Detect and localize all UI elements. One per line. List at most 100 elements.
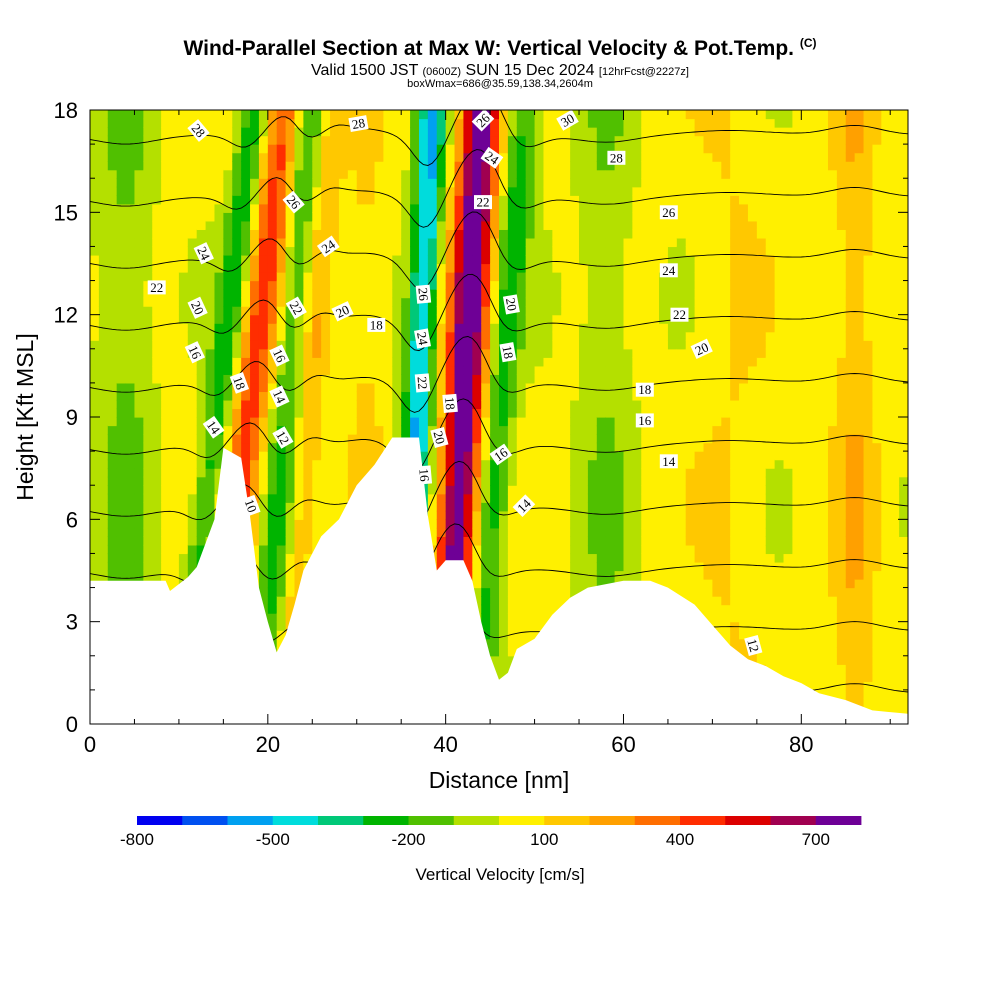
heat-cell: [294, 365, 304, 375]
heat-cell: [241, 417, 251, 427]
heat-cell: [178, 510, 189, 520]
heat-cell: [383, 391, 393, 401]
heat-cell: [481, 544, 491, 555]
heat-cell: [436, 195, 447, 205]
heat-cell: [303, 348, 313, 358]
heat-cell: [98, 485, 109, 495]
heat-cell: [632, 510, 642, 520]
heat-cell: [579, 391, 589, 401]
heat-cell: [143, 203, 153, 213]
heat-cell: [223, 118, 233, 128]
heat-cell: [347, 186, 358, 196]
heat-cell: [116, 169, 127, 179]
heat-cell: [543, 357, 553, 367]
heat-cell: [614, 399, 625, 410]
heat-cell: [596, 280, 607, 290]
heat-cell: [116, 399, 127, 410]
heat-cell: [365, 451, 376, 461]
heat-cell: [330, 417, 340, 427]
heat-cell: [98, 570, 109, 580]
heat-cell: [694, 135, 705, 145]
heat-cell: [143, 135, 153, 145]
heat-cell: [223, 220, 233, 230]
heat-cell: [178, 135, 189, 145]
heat-cell: [436, 544, 447, 555]
heat-cell: [365, 263, 376, 273]
heat-cell: [187, 263, 198, 273]
heat-cell: [472, 374, 482, 384]
heat-cell: [383, 306, 393, 316]
heat-cell: [285, 212, 296, 222]
heat-cell: [596, 144, 607, 154]
heat-cell: [614, 229, 625, 239]
heat-cell: [623, 237, 633, 248]
heat-cell: [596, 425, 607, 435]
heat-cell: [276, 195, 287, 205]
heat-cell: [472, 417, 482, 427]
heat-cell: [98, 272, 109, 282]
heat-cell: [365, 382, 376, 393]
heat-cell: [499, 527, 509, 537]
heat-cell: [205, 118, 216, 128]
heat-cell: [152, 382, 162, 393]
heat-cell: [641, 323, 651, 333]
heat-cell: [623, 220, 633, 230]
heat-cell: [543, 254, 553, 265]
heat-cell: [632, 340, 642, 350]
heat-cell: [312, 425, 322, 435]
heat-cell: [499, 570, 509, 580]
heat-cell: [232, 331, 242, 341]
heat-cell: [250, 289, 260, 299]
heat-cell: [143, 408, 153, 418]
heat-cell: [134, 561, 144, 572]
heat-cell: [90, 127, 100, 137]
heat-cell: [472, 561, 482, 572]
heat-cell: [356, 442, 367, 452]
heat-cell: [552, 246, 562, 256]
heat-cell: [490, 169, 500, 179]
heat-cell: [107, 476, 118, 486]
heat-cell: [641, 178, 651, 188]
heat-cell: [143, 374, 153, 384]
heat-cell: [205, 399, 216, 410]
heat-cell: [134, 536, 144, 546]
heat-cell: [463, 519, 473, 529]
heat-cell: [561, 502, 571, 512]
heat-cell: [214, 152, 224, 162]
heat-cell: [659, 365, 669, 375]
heat-cell: [134, 118, 144, 128]
heat-cell: [196, 161, 207, 171]
heat-cell: [614, 357, 625, 367]
heat-cell: [552, 203, 562, 213]
heat-cell: [516, 451, 527, 461]
heat-cell: [667, 434, 678, 444]
heat-cell: [134, 434, 144, 444]
heat-cell: [116, 254, 127, 265]
heat-cell: [116, 527, 127, 537]
heat-cell: [107, 468, 118, 478]
heat-cell: [632, 195, 642, 205]
heat-cell: [250, 280, 260, 290]
heat-cell: [312, 212, 322, 222]
heat-cell: [552, 314, 562, 324]
heat-cell: [241, 459, 251, 469]
heat-cell: [445, 510, 456, 520]
heat-cell: [436, 203, 447, 213]
heat-cell: [472, 425, 482, 435]
heat-cell: [90, 527, 100, 537]
heat-cell: [294, 561, 304, 572]
heat-cell: [463, 340, 473, 350]
heat-cell: [445, 468, 456, 478]
heat-cell: [187, 254, 198, 265]
heat-cell: [90, 186, 100, 196]
heat-cell: [285, 144, 296, 154]
heat-cell: [445, 365, 456, 375]
heat-cell: [338, 110, 349, 120]
heat-cell: [454, 118, 465, 128]
heat-cell: [134, 399, 144, 410]
heat-cell: [614, 110, 625, 120]
heat-cell: [596, 553, 607, 563]
heat-cell: [694, 527, 705, 537]
heat-cell: [312, 263, 322, 273]
heat-cell: [90, 289, 100, 299]
